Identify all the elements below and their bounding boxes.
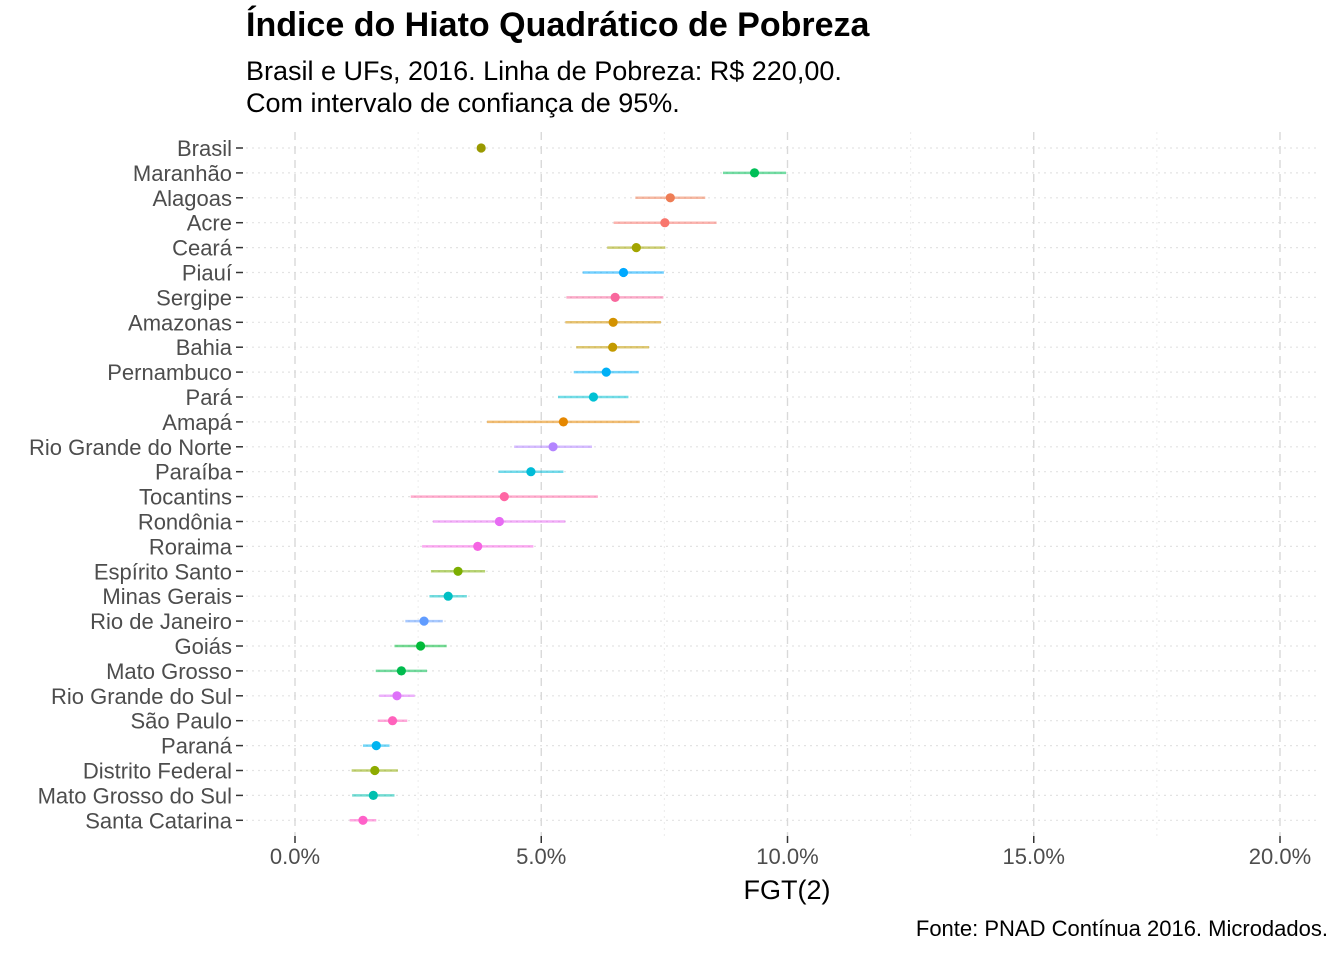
x-tick-label: 10.0% [756, 844, 818, 869]
data-point [387, 716, 398, 726]
data-point [660, 218, 670, 228]
data-point [415, 641, 426, 651]
y-tick-label: Paraná [161, 734, 233, 759]
y-tick-label: Ceará [172, 236, 233, 261]
y-tick-label: Goiás [175, 634, 232, 659]
data-point [631, 243, 641, 253]
y-tick-label: Rondônia [138, 510, 233, 535]
data-point [601, 367, 611, 377]
y-tick-label: Distrito Federal [83, 759, 232, 784]
data-point [494, 516, 504, 527]
chart-subtitle-line-1: Brasil e UFs, 2016. Linha de Pobreza: R$… [246, 56, 842, 86]
y-tick-label: Rio de Janeiro [90, 609, 232, 634]
y-tick-label: Paraíba [155, 460, 233, 485]
x-tick-label: 0.0% [270, 844, 320, 869]
y-tick-label: Minas Gerais [102, 584, 232, 609]
y-tick-label: São Paulo [130, 709, 232, 734]
data-point [665, 193, 675, 203]
data-point [548, 442, 558, 452]
data-point [473, 541, 483, 552]
y-tick-label: Mato Grosso [106, 659, 232, 684]
data-point [396, 666, 406, 676]
data-point [368, 790, 378, 801]
data-point [419, 616, 429, 626]
y-tick-label: Alagoas [152, 186, 232, 211]
data-point [749, 168, 760, 178]
y-tick-label: Rio Grande do Sul [51, 684, 232, 709]
data-point [392, 691, 402, 701]
data-point [499, 492, 509, 502]
data-point [610, 292, 620, 302]
y-tick-label: Pernambuco [107, 360, 232, 385]
chart-title: Índice do Hiato Quadrático de Pobreza [246, 6, 870, 44]
chart-subtitle-line-2: Com intervalo de confiança de 95%. [246, 88, 680, 118]
y-tick-label: Piauí [182, 261, 232, 286]
data-point [371, 741, 381, 751]
data-point [558, 417, 569, 427]
data-point [476, 143, 486, 153]
data-point [453, 566, 463, 576]
y-tick-label: Rio Grande do Norte [29, 435, 232, 460]
x-axis-title: FGT(2) [744, 875, 831, 905]
data-point [608, 342, 618, 352]
chart-caption: Fonte: PNAD Contínua 2016. Microdados. [915, 916, 1328, 941]
data-point [370, 765, 380, 776]
y-tick-label: Mato Grosso do Sul [38, 783, 232, 808]
y-tick-label: Sergipe [156, 285, 232, 310]
y-tick-label: Amapá [162, 410, 232, 435]
x-tick-label: 20.0% [1249, 844, 1311, 869]
grid-lines [240, 132, 1320, 836]
axes: BrasilMaranhãoAlagoasAcreCearáPiauíSergi… [29, 136, 1311, 869]
x-tick-label: 15.0% [1003, 844, 1065, 869]
y-tick-label: Espírito Santo [94, 559, 232, 584]
y-tick-label: Pará [186, 385, 233, 410]
y-tick-label: Maranhão [133, 161, 232, 186]
data-point [588, 392, 599, 402]
data-point [526, 467, 536, 477]
data-marks [349, 143, 787, 825]
y-tick-label: Santa Catarina [85, 808, 233, 833]
y-tick-label: Roraima [149, 534, 233, 559]
y-tick-label: Tocantins [139, 485, 232, 510]
data-point [618, 267, 629, 278]
y-tick-label: Bahia [176, 335, 233, 360]
y-tick-label: Brasil [177, 136, 232, 161]
data-point [608, 317, 618, 327]
y-tick-label: Amazonas [128, 310, 232, 335]
x-tick-label: 5.0% [516, 844, 566, 869]
data-point [443, 591, 453, 601]
y-tick-label: Acre [187, 211, 232, 236]
data-point [358, 815, 368, 825]
